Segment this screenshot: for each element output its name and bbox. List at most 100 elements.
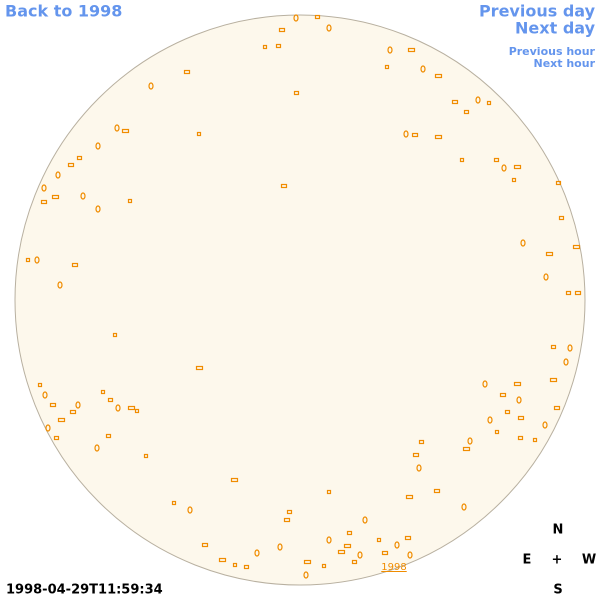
- contour: [434, 73, 443, 79]
- next-day-link[interactable]: Next day: [515, 19, 596, 38]
- contour: [362, 516, 368, 524]
- contour: [403, 130, 409, 138]
- contour: [416, 464, 422, 472]
- contour: [555, 180, 562, 186]
- contour: [357, 551, 363, 559]
- contour: [434, 134, 443, 140]
- contour: [574, 290, 582, 296]
- contour: [558, 215, 565, 221]
- contour: [567, 344, 573, 352]
- contour: [407, 47, 416, 53]
- contour: [187, 506, 193, 514]
- contour: [520, 239, 526, 247]
- contour: [542, 421, 548, 429]
- contour: [34, 256, 40, 264]
- contour: [80, 192, 86, 200]
- contour: [494, 429, 500, 435]
- contour: [243, 564, 250, 570]
- back-link[interactable]: Back to 1998: [5, 2, 122, 21]
- contour: [286, 509, 293, 515]
- contour: [134, 408, 140, 414]
- contour: [351, 559, 358, 565]
- contour: [254, 549, 260, 557]
- contour: [293, 90, 300, 96]
- contour: [459, 157, 465, 163]
- contour: [418, 439, 425, 445]
- contour: [94, 444, 100, 452]
- contour: [112, 332, 118, 338]
- compass-north: N: [553, 523, 564, 538]
- contour: [384, 64, 390, 70]
- contour: [45, 424, 51, 432]
- contour: [553, 405, 561, 411]
- contour: [195, 365, 204, 371]
- contour: [493, 157, 500, 163]
- contour: [337, 549, 346, 555]
- contour: [40, 199, 48, 205]
- contour: [565, 290, 572, 296]
- contour: [121, 128, 130, 134]
- contour: [511, 177, 517, 183]
- contour: [67, 162, 75, 168]
- contour: [171, 500, 177, 506]
- contour: [183, 69, 191, 75]
- contour: [387, 46, 393, 54]
- contour: [482, 380, 488, 388]
- previous-day-link[interactable]: Previous day: [479, 2, 596, 21]
- contour: [57, 281, 63, 289]
- compass-east: E: [523, 553, 532, 568]
- contour: [517, 415, 525, 421]
- contour: [513, 381, 522, 387]
- contour: [114, 124, 120, 132]
- contour: [42, 391, 48, 399]
- contour: [572, 244, 581, 250]
- contour: [69, 409, 77, 415]
- contour: [278, 27, 286, 33]
- contour: [75, 401, 81, 409]
- contour: [25, 257, 31, 263]
- compass-west: W: [582, 553, 596, 568]
- contour: [475, 96, 481, 104]
- contour: [41, 184, 47, 192]
- contour: [107, 397, 114, 403]
- timestamp: 1998-04-29T11:59:34: [6, 583, 163, 598]
- contour: [51, 194, 60, 200]
- contour: [71, 262, 79, 268]
- contour: [405, 494, 414, 500]
- solar-disk: [14, 14, 586, 586]
- year-link[interactable]: 1998: [381, 562, 406, 573]
- contour: [513, 164, 522, 170]
- contour: [532, 437, 538, 443]
- next-hour-link[interactable]: Next hour: [534, 57, 596, 70]
- contour: [148, 82, 154, 90]
- contour: [57, 417, 66, 423]
- contour: [343, 543, 352, 549]
- compass-center: +: [552, 553, 563, 568]
- contour: [376, 537, 382, 543]
- contour: [550, 344, 557, 350]
- contour: [293, 14, 299, 22]
- contour: [127, 198, 133, 204]
- contour: [55, 171, 61, 179]
- contour: [486, 100, 492, 106]
- contour: [563, 358, 569, 366]
- contour: [545, 251, 554, 257]
- contour: [462, 446, 471, 452]
- contour: [127, 405, 136, 411]
- contour: [499, 392, 507, 398]
- contour: [404, 535, 412, 541]
- contour: [262, 44, 268, 50]
- contour: [467, 437, 473, 445]
- contour: [463, 109, 470, 115]
- contour: [326, 24, 332, 32]
- contour: [326, 489, 332, 495]
- contour: [504, 409, 511, 415]
- previous-hour-link[interactable]: Previous hour: [509, 45, 596, 58]
- contour: [487, 416, 493, 424]
- contour: [143, 453, 149, 459]
- contour: [201, 542, 209, 548]
- contour: [501, 164, 507, 172]
- contour: [394, 541, 400, 549]
- contour: [451, 99, 459, 105]
